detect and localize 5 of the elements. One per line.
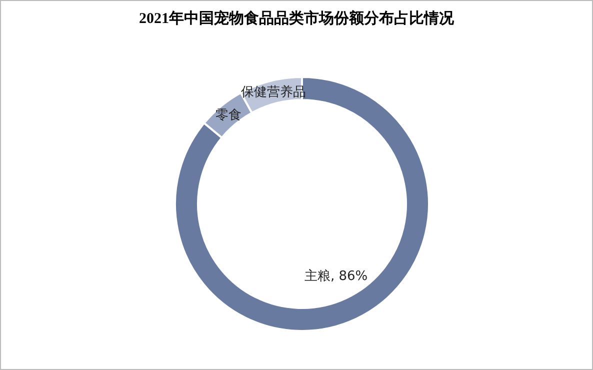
slice-label: 主粮, 86% [304, 268, 368, 284]
chart-title: 2021年中国宠物食品品类市场份额分布占比情况 [138, 9, 455, 28]
slice-label: 零食 [216, 108, 242, 123]
donut-slice [174, 76, 430, 332]
slice-label: 保健营养品 [240, 84, 306, 100]
